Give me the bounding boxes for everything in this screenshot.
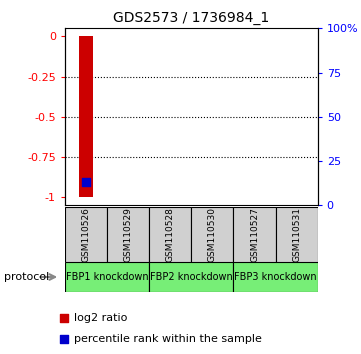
- Text: FBP1 knockdown: FBP1 knockdown: [66, 272, 148, 282]
- Bar: [65, 262, 149, 292]
- Point: [61, 336, 68, 342]
- Bar: [149, 262, 234, 292]
- Bar: [149, 207, 191, 262]
- Bar: [191, 207, 234, 262]
- Text: FBP2 knockdown: FBP2 knockdown: [150, 272, 233, 282]
- Text: GSM110526: GSM110526: [82, 207, 91, 262]
- Bar: [65, 207, 107, 262]
- Text: GSM110529: GSM110529: [124, 207, 132, 262]
- Text: GSM110528: GSM110528: [166, 207, 175, 262]
- Bar: [107, 207, 149, 262]
- Bar: [234, 262, 318, 292]
- Text: percentile rank within the sample: percentile rank within the sample: [74, 334, 262, 344]
- Bar: [234, 207, 275, 262]
- Text: protocol: protocol: [4, 272, 49, 282]
- Text: log2 ratio: log2 ratio: [74, 313, 127, 322]
- Text: GSM110527: GSM110527: [250, 207, 259, 262]
- Point: [61, 315, 68, 320]
- Text: GSM110530: GSM110530: [208, 207, 217, 262]
- Point: [83, 179, 89, 185]
- Text: GSM110531: GSM110531: [292, 207, 301, 262]
- Text: FBP3 knockdown: FBP3 knockdown: [234, 272, 317, 282]
- Title: GDS2573 / 1736984_1: GDS2573 / 1736984_1: [113, 11, 269, 24]
- Bar: [275, 207, 318, 262]
- Bar: [79, 36, 93, 197]
